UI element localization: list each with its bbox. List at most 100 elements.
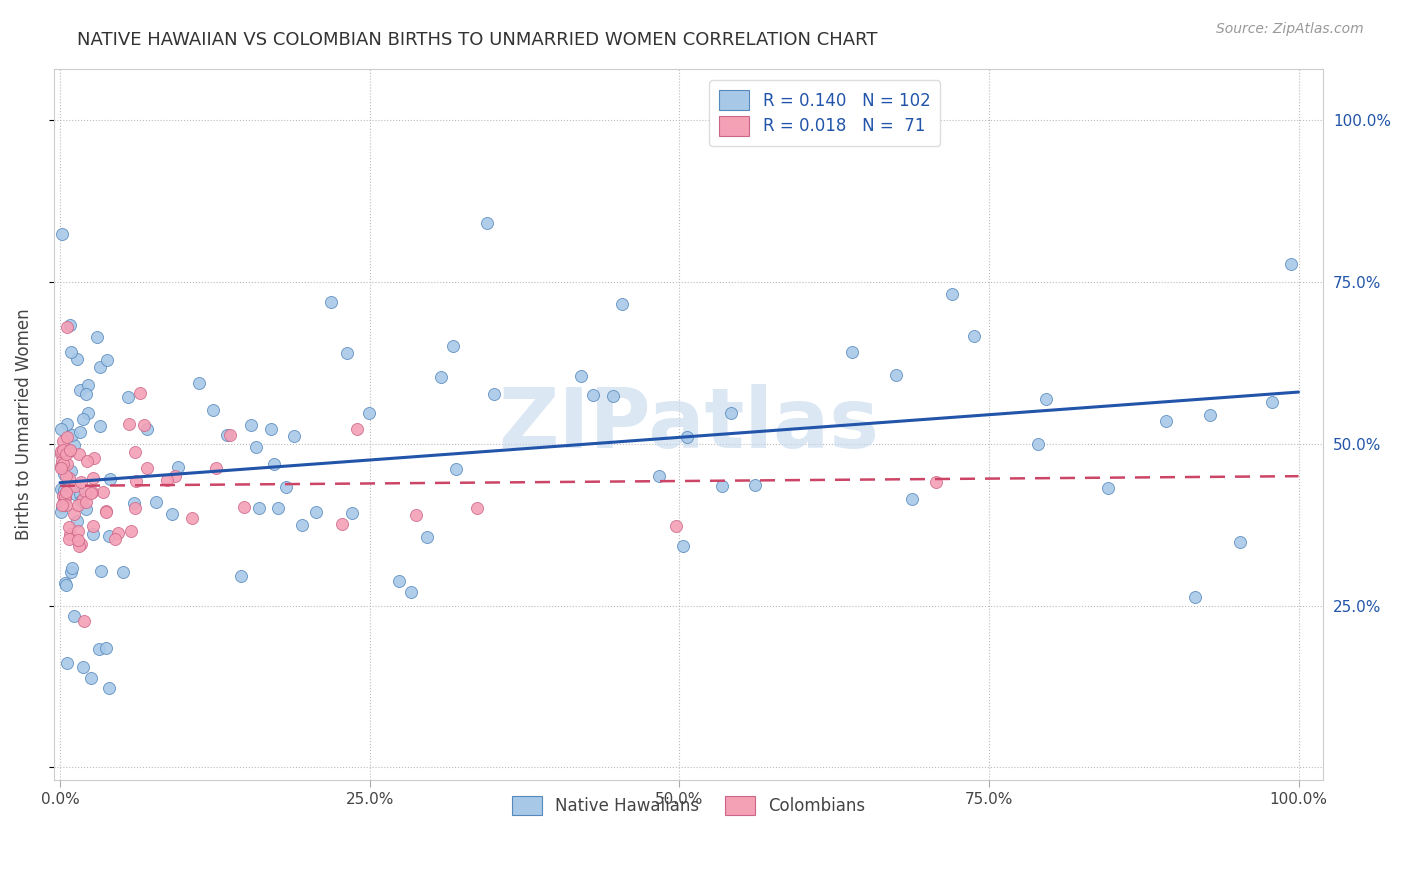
Point: [1199, 409, 1222, 423]
Point: [165, 469, 187, 483]
Point: [201, 402, 224, 417]
Point: [56, 430, 79, 444]
Point: [69, 425, 91, 440]
Point: [66, 498, 89, 512]
Point: [941, 286, 963, 301]
Point: [336, 346, 359, 360]
Point: [60, 428, 83, 442]
Point: [94, 505, 117, 519]
Point: [72, 492, 94, 507]
Point: [602, 389, 624, 403]
Point: [55, 578, 77, 592]
Point: [924, 475, 946, 489]
Point: [59, 442, 82, 457]
Point: [51, 482, 73, 496]
Point: [239, 417, 262, 432]
Point: [70, 475, 93, 490]
Point: [60, 565, 83, 579]
Point: [66, 352, 89, 367]
Text: Source: ZipAtlas.com: Source: ZipAtlas.com: [1216, 22, 1364, 37]
Point: [76, 454, 98, 468]
Point: [62, 609, 84, 624]
Point: [80, 484, 103, 499]
Point: [76, 378, 98, 392]
Point: [72, 660, 94, 674]
Point: [129, 386, 152, 401]
Point: [388, 574, 411, 588]
Point: [60, 464, 83, 478]
Point: [52, 489, 75, 503]
Point: [52, 458, 75, 473]
Point: [98, 529, 121, 543]
Point: [58, 443, 80, 458]
Point: [291, 518, 314, 533]
Point: [56, 320, 79, 334]
Point: [53, 483, 76, 497]
Point: [73, 484, 96, 499]
Point: [107, 525, 129, 540]
Point: [245, 440, 267, 454]
Point: [75, 387, 97, 401]
Point: [305, 504, 328, 518]
Point: [648, 468, 671, 483]
Point: [89, 418, 111, 433]
Point: [571, 368, 593, 383]
Point: [357, 406, 380, 420]
Point: [51, 422, 73, 436]
Point: [51, 434, 73, 448]
Point: [405, 508, 427, 523]
Point: [56, 458, 79, 472]
Point: [77, 406, 100, 420]
Point: [65, 514, 87, 528]
Point: [135, 460, 157, 475]
Point: [59, 318, 82, 332]
Point: [1229, 534, 1251, 549]
Point: [55, 447, 77, 461]
Point: [55, 468, 77, 483]
Point: [187, 376, 209, 390]
Point: [59, 526, 82, 541]
Point: [181, 511, 204, 525]
Point: [112, 566, 135, 580]
Point: [86, 329, 108, 343]
Point: [319, 295, 342, 310]
Point: [963, 329, 986, 343]
Point: [69, 494, 91, 508]
Point: [80, 486, 103, 500]
Point: [167, 459, 190, 474]
Point: [120, 524, 142, 538]
Point: [93, 484, 115, 499]
Point: [117, 390, 139, 404]
Point: [82, 471, 104, 485]
Point: [55, 498, 77, 512]
Point: [1184, 590, 1206, 604]
Point: [441, 338, 464, 352]
Point: [83, 451, 105, 466]
Point: [89, 359, 111, 374]
Point: [160, 507, 183, 521]
Point: [346, 422, 368, 436]
Point: [67, 447, 90, 461]
Point: [51, 505, 73, 519]
Point: [53, 467, 76, 482]
Point: [1261, 394, 1284, 409]
Point: [482, 387, 505, 401]
Point: [444, 462, 467, 476]
Point: [58, 520, 80, 534]
Point: [52, 443, 75, 458]
Point: [665, 518, 688, 533]
Point: [63, 487, 86, 501]
Point: [51, 454, 73, 468]
Point: [96, 504, 118, 518]
Point: [75, 495, 97, 509]
Point: [69, 487, 91, 501]
Point: [69, 383, 91, 397]
Point: [51, 461, 73, 475]
Point: [53, 489, 76, 503]
Point: [156, 473, 179, 487]
Point: [675, 429, 697, 443]
Point: [60, 345, 83, 359]
Point: [58, 532, 80, 546]
Point: [720, 406, 742, 420]
Point: [51, 447, 73, 461]
